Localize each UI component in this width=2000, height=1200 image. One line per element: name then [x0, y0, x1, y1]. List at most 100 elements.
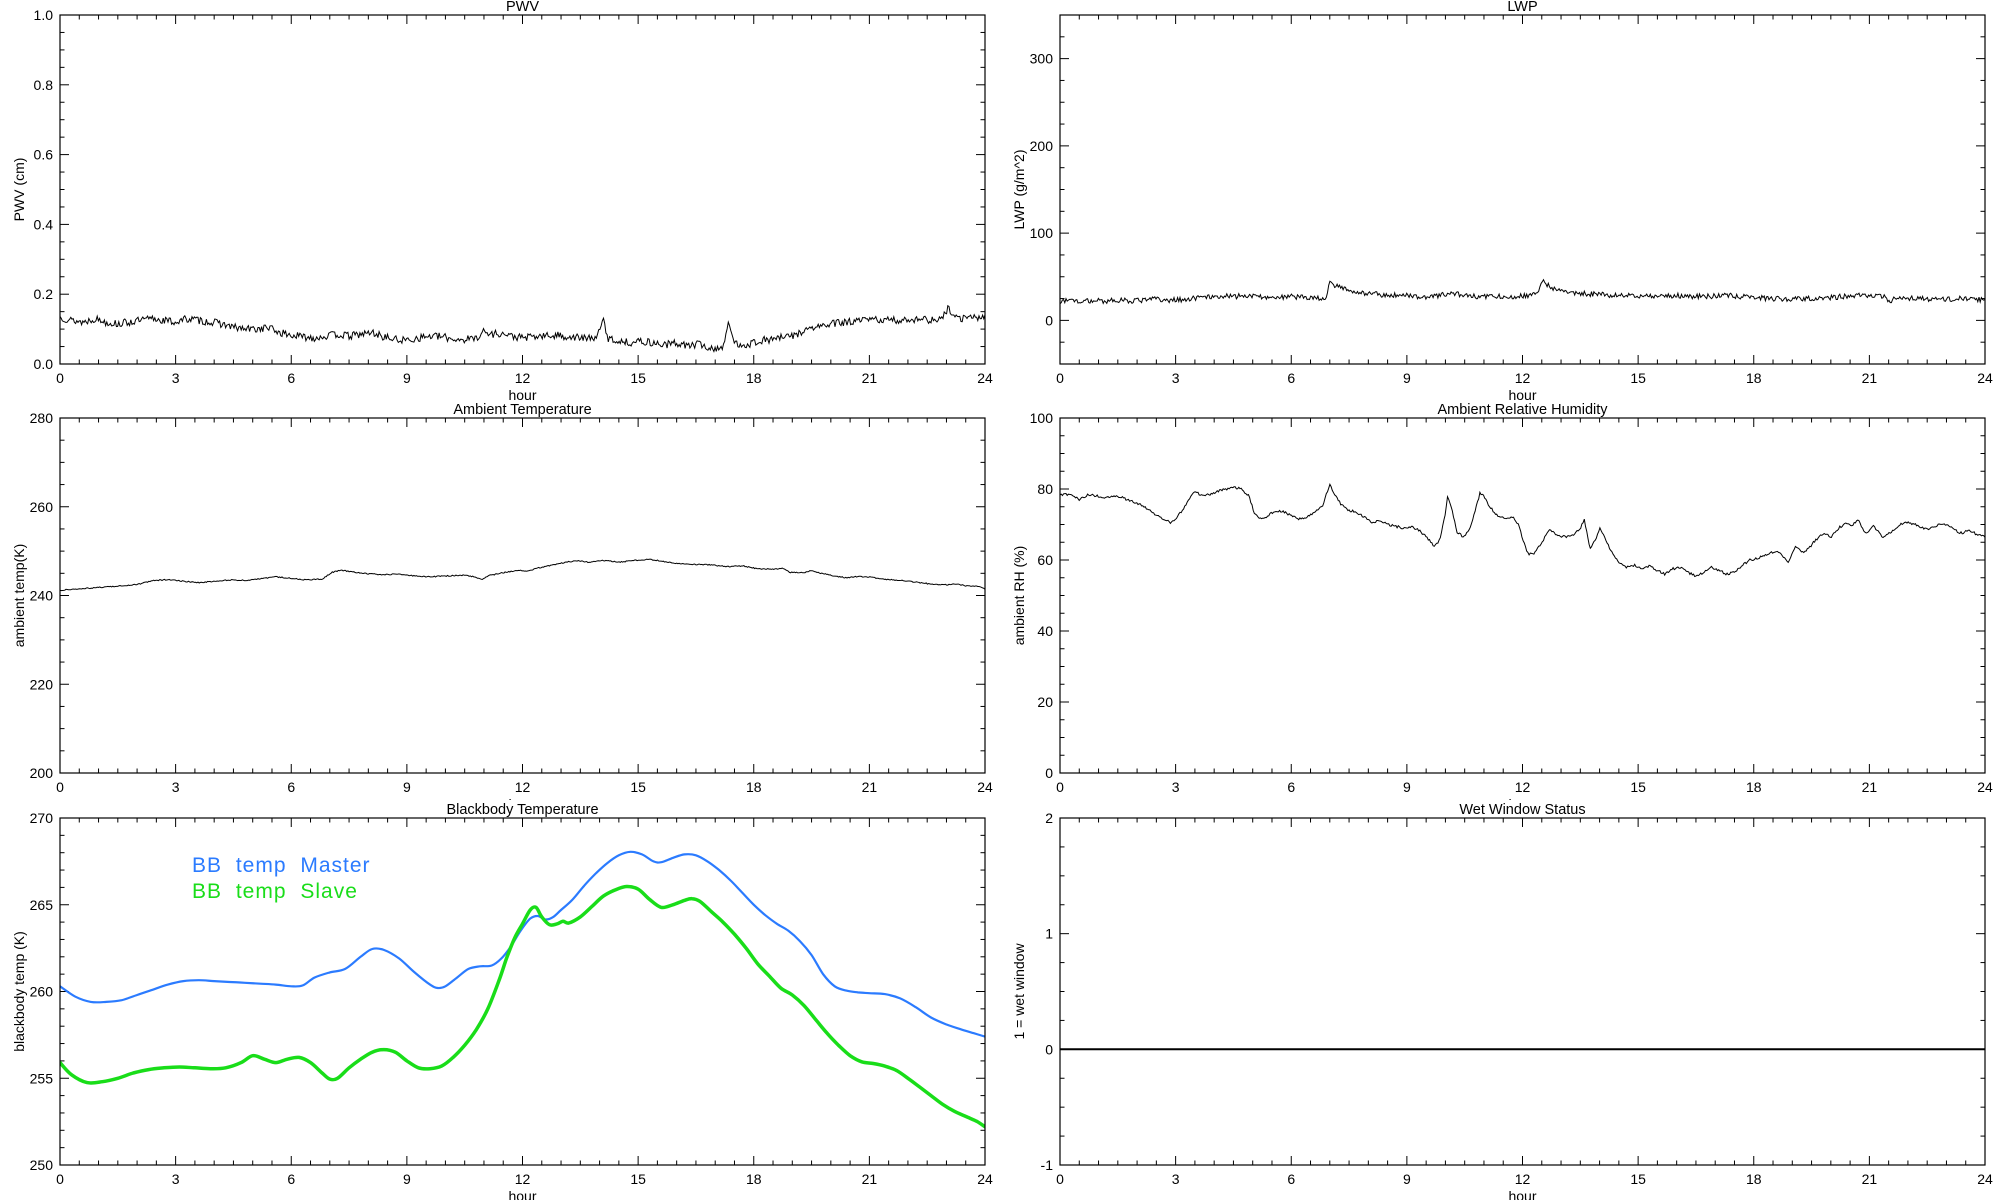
x-tick-label: 15	[1630, 1171, 1646, 1187]
y-tick-label: 0.0	[34, 356, 54, 372]
y-axis-label: PWV (cm)	[11, 158, 27, 222]
axes: 0 3 6 9 12 15 18 21 24 250 255 260 265 270 hour blackbo…	[11, 810, 993, 1200]
series-ambient-relative-humidity	[1060, 482, 1985, 578]
y-tick-label: 1	[1045, 926, 1053, 942]
y-tick-label: 0	[1045, 312, 1053, 328]
x-tick-label: 24	[1977, 779, 1993, 795]
x-tick-label: 6	[1287, 779, 1295, 795]
y-tick-label: 250	[30, 1157, 54, 1173]
y-tick-label: 260	[30, 499, 54, 515]
x-tick-label: 15	[630, 779, 646, 795]
x-tick-label: 12	[1515, 370, 1531, 386]
x-tick-label: 21	[862, 779, 878, 795]
y-tick-label: 265	[30, 897, 54, 913]
x-tick-label: 9	[403, 1171, 411, 1187]
x-tick-label: 12	[515, 779, 531, 795]
y-tick-label: 1.0	[34, 7, 54, 23]
x-tick-label: 6	[287, 1171, 295, 1187]
pwv-chart: 0 3 6 9 12 15 18 21 24 0.0 0.2 0.4 0.6 0.8 1.0 hour PWV …	[11, 7, 993, 400]
x-tick-label: 24	[977, 779, 993, 795]
y-tick-label: 0	[1045, 765, 1053, 781]
x-tick-label: 3	[172, 370, 180, 386]
x-tick-label: 3	[1172, 370, 1180, 386]
x-tick-label: 0	[56, 779, 64, 795]
x-tick-label: 24	[1977, 1171, 1993, 1187]
y-tick-label: 270	[30, 810, 54, 826]
x-tick-label: 18	[746, 370, 762, 386]
x-tick-label: 12	[515, 370, 531, 386]
y-tick-label: 0.6	[34, 147, 54, 163]
x-tick-label: 21	[862, 1171, 878, 1187]
x-tick-label: 3	[172, 1171, 180, 1187]
y-tick-label: 60	[1037, 552, 1053, 568]
x-tick-label: 0	[56, 1171, 64, 1187]
x-tick-label: 18	[1746, 1171, 1762, 1187]
y-tick-label: 0.4	[34, 216, 54, 232]
y-tick-label: 0	[1045, 1041, 1053, 1057]
plot-box	[1059, 417, 1986, 774]
x-tick-label: 15	[1630, 779, 1646, 795]
panel-pwv: PWV 0 3 6 9 12 15 18 21 24 0.0 0.2 0.4 0.6 0.8 1.0 hour…	[0, 0, 1000, 400]
panel-wet-window-status: Wet Window Status 0 3 6 9 12 15 18 21 24 -1 0 1 2 hou…	[1000, 800, 2000, 1200]
x-tick-label: 6	[287, 779, 295, 795]
series-bb-temp-slave	[60, 884, 985, 1129]
y-tick-label: 240	[30, 588, 54, 604]
x-tick-label: 12	[1515, 1171, 1531, 1187]
x-tick-label: 21	[1862, 370, 1878, 386]
ambient-relative-humidity-title: Ambient Relative Humidity	[1437, 402, 1608, 418]
y-tick-label: 200	[30, 765, 54, 781]
x-tick-label: 15	[630, 370, 646, 386]
y-axis-label: LWP (g/m^2)	[1011, 150, 1027, 230]
x-tick-label: 0	[1056, 370, 1064, 386]
x-tick-label: 9	[1403, 370, 1411, 386]
x-tick-label: 18	[746, 779, 762, 795]
axes: 0 3 6 9 12 15 18 21 24 200 220 240 260 280 hour ambient…	[11, 410, 993, 800]
plot-box	[1059, 14, 1986, 365]
y-tick-label: 220	[30, 676, 54, 692]
axes: 0 3 6 9 12 15 18 21 24 0 20 40 60 80 100 hour ambient RH…	[1011, 410, 1993, 800]
ambient-temperature-title: Ambient Temperature	[453, 402, 592, 418]
plot-box	[1059, 817, 1986, 1166]
x-tick-label: 0	[1056, 1171, 1064, 1187]
y-tick-label: 40	[1037, 623, 1053, 639]
x-tick-label: 0	[1056, 779, 1064, 795]
x-tick-label: 24	[1977, 370, 1993, 386]
ambient-temperature-chart: 0 3 6 9 12 15 18 21 24 200 220 240 260 280 hour ambient…	[11, 410, 993, 800]
x-tick-label: 6	[1287, 370, 1295, 386]
x-axis-label: hour	[508, 1188, 536, 1200]
y-tick-label: 300	[1030, 51, 1054, 67]
x-tick-label: 6	[1287, 1171, 1295, 1187]
x-axis-label: hour	[508, 796, 536, 800]
y-axis-label: 1 = wet window	[1011, 943, 1027, 1040]
y-axis-label: ambient RH (%)	[1011, 546, 1027, 646]
x-tick-label: 9	[1403, 779, 1411, 795]
y-tick-label: 100	[1030, 410, 1054, 426]
lwp-title: LWP	[1507, 0, 1538, 15]
x-axis-label: hour	[1508, 1188, 1536, 1200]
y-tick-label: 0.2	[34, 286, 54, 302]
x-tick-label: 3	[1172, 1171, 1180, 1187]
panel-blackbody-temperature: Blackbody Temperature 0 3 6 9 12 15 18 21 24 250 2…	[0, 800, 1000, 1200]
y-tick-label: 255	[30, 1070, 54, 1086]
y-tick-label: 20	[1037, 694, 1053, 710]
series-lwp	[1060, 278, 1985, 305]
x-tick-label: 9	[1403, 1171, 1411, 1187]
x-tick-label: 12	[1515, 779, 1531, 795]
y-tick-label: -1	[1041, 1157, 1054, 1173]
ambient-relative-humidity-chart: 0 3 6 9 12 15 18 21 24 0 20 40 60 80 100 hour ambient RH…	[1011, 410, 1993, 800]
y-tick-label: 260	[30, 984, 54, 1000]
x-axis-label: hour	[508, 387, 536, 400]
plot-box	[59, 817, 986, 1166]
wet-window-status-title: Wet Window Status	[1459, 802, 1586, 818]
y-axis-label: blackbody temp (K)	[11, 931, 27, 1052]
axes: 0 3 6 9 12 15 18 21 24 0.0 0.2 0.4 0.6 0.8 1.0 hour PWV …	[11, 7, 993, 400]
axes: 0 3 6 9 12 15 18 21 24 0 100 200 300 hour LWP (g/m^2)	[1011, 14, 1993, 400]
x-tick-label: 6	[287, 370, 295, 386]
y-tick-label: 100	[1030, 225, 1054, 241]
x-tick-label: 18	[1746, 779, 1762, 795]
y-tick-label: 280	[30, 410, 54, 426]
legend-bb-temp-slave: BB temp Slave	[192, 880, 358, 903]
plot-box	[59, 417, 986, 774]
